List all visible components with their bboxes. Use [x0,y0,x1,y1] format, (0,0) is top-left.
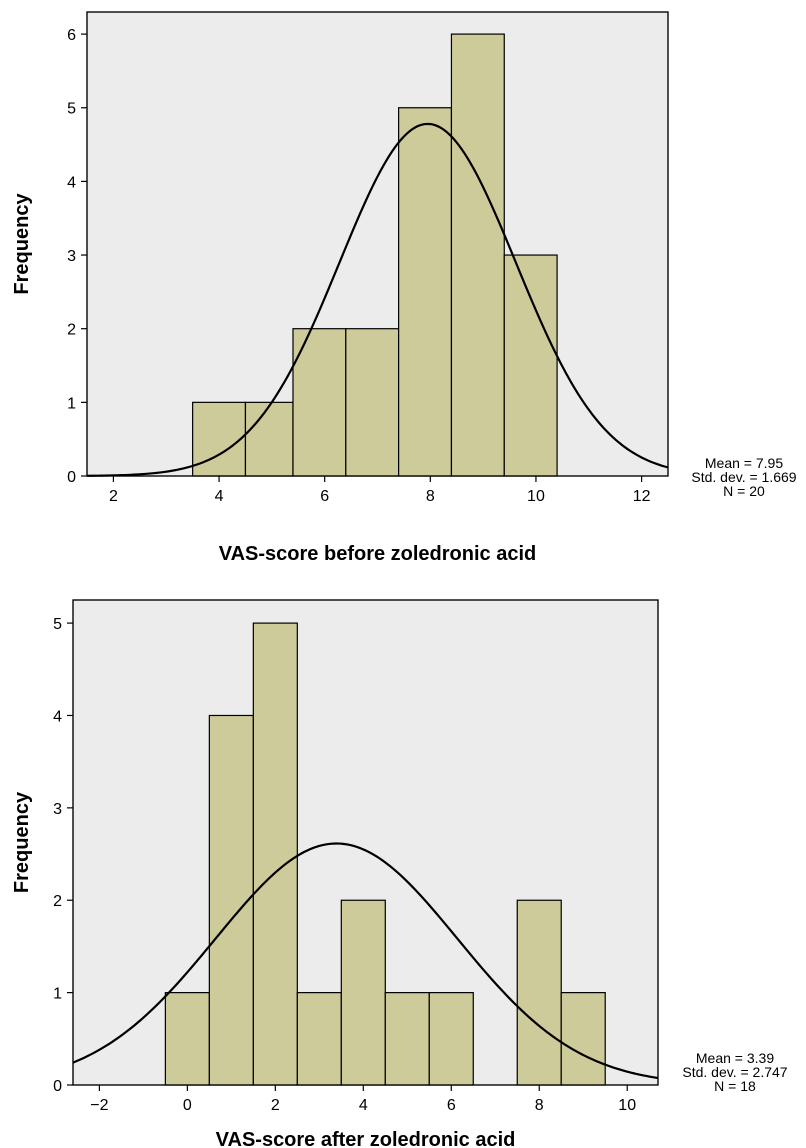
stats-line: N = 18 [714,1078,756,1094]
histogram-bar [296,992,342,1086]
histogram-bar [345,328,400,477]
y-tick-label: 1 [53,986,62,1003]
y-tick-label: 5 [67,101,76,118]
stats-line: Mean = 7.95 [705,455,783,471]
x-tick-label: 10 [527,488,545,505]
x-tick-label: 8 [426,488,435,505]
y-axis-title: Frequency [11,193,33,295]
stats-line: N = 20 [723,483,765,499]
histogram-bar [208,714,254,1086]
x-tick-label: 2 [271,1097,280,1114]
normal-curve [86,122,669,477]
histogram-bar [398,107,453,477]
plot-frame [86,11,669,477]
histogram-bar [252,622,298,1086]
stats-line: Std. dev. = 2.747 [682,1064,787,1080]
x-tick-label: 4 [215,488,224,505]
x-tick-label: 6 [320,488,329,505]
histogram-bar [516,899,562,1086]
stats-line: Std. dev. = 1.669 [691,469,796,485]
histogram-bar [292,328,347,477]
histogram-bar [244,401,294,477]
y-tick-label: 4 [67,174,76,191]
y-axis-title: Frequency [11,791,33,893]
y-tick-label: 2 [67,322,76,339]
histogram-bar [450,33,505,477]
histogram-bar [560,992,606,1086]
histogram-bar [340,899,386,1086]
normal-curve [72,842,659,1080]
y-tick-label: 4 [53,708,62,725]
x-axis-title: VAS-score after zoledronic acid [216,1129,516,1148]
histogram-after-panel: 0 1 2 3 4 5 −2 0 2 4 6 8 10 VAS-score after zoledroni… [11,599,788,1148]
histogram-bar [192,401,247,477]
histogram-bar [164,992,210,1086]
x-axis-title: VAS-score before zoledronic acid [219,543,537,565]
y-tick-label: 3 [67,248,76,265]
x-tick-label: 4 [359,1097,368,1114]
histogram-bar [503,254,558,477]
y-tick-label: 6 [67,27,76,44]
x-tick-label: 2 [109,488,118,505]
x-tick-label: 12 [633,488,651,505]
x-tick-label: 8 [535,1097,544,1114]
stats-line: Mean = 3.39 [696,1050,774,1066]
x-tick-label: −2 [90,1097,108,1114]
y-tick-label: 5 [53,616,62,633]
y-tick-label: 2 [53,893,62,910]
x-tick-label: 10 [618,1097,636,1114]
histogram-bar [384,992,430,1086]
y-tick-label: 1 [67,395,76,412]
y-tick-label: 3 [53,801,62,818]
histogram-bar [428,992,474,1086]
plot-frame [72,599,659,1086]
y-tick-label: 0 [67,469,76,486]
x-tick-label: 0 [183,1097,192,1114]
y-tick-label: 0 [53,1078,62,1095]
x-tick-label: 6 [447,1097,456,1114]
